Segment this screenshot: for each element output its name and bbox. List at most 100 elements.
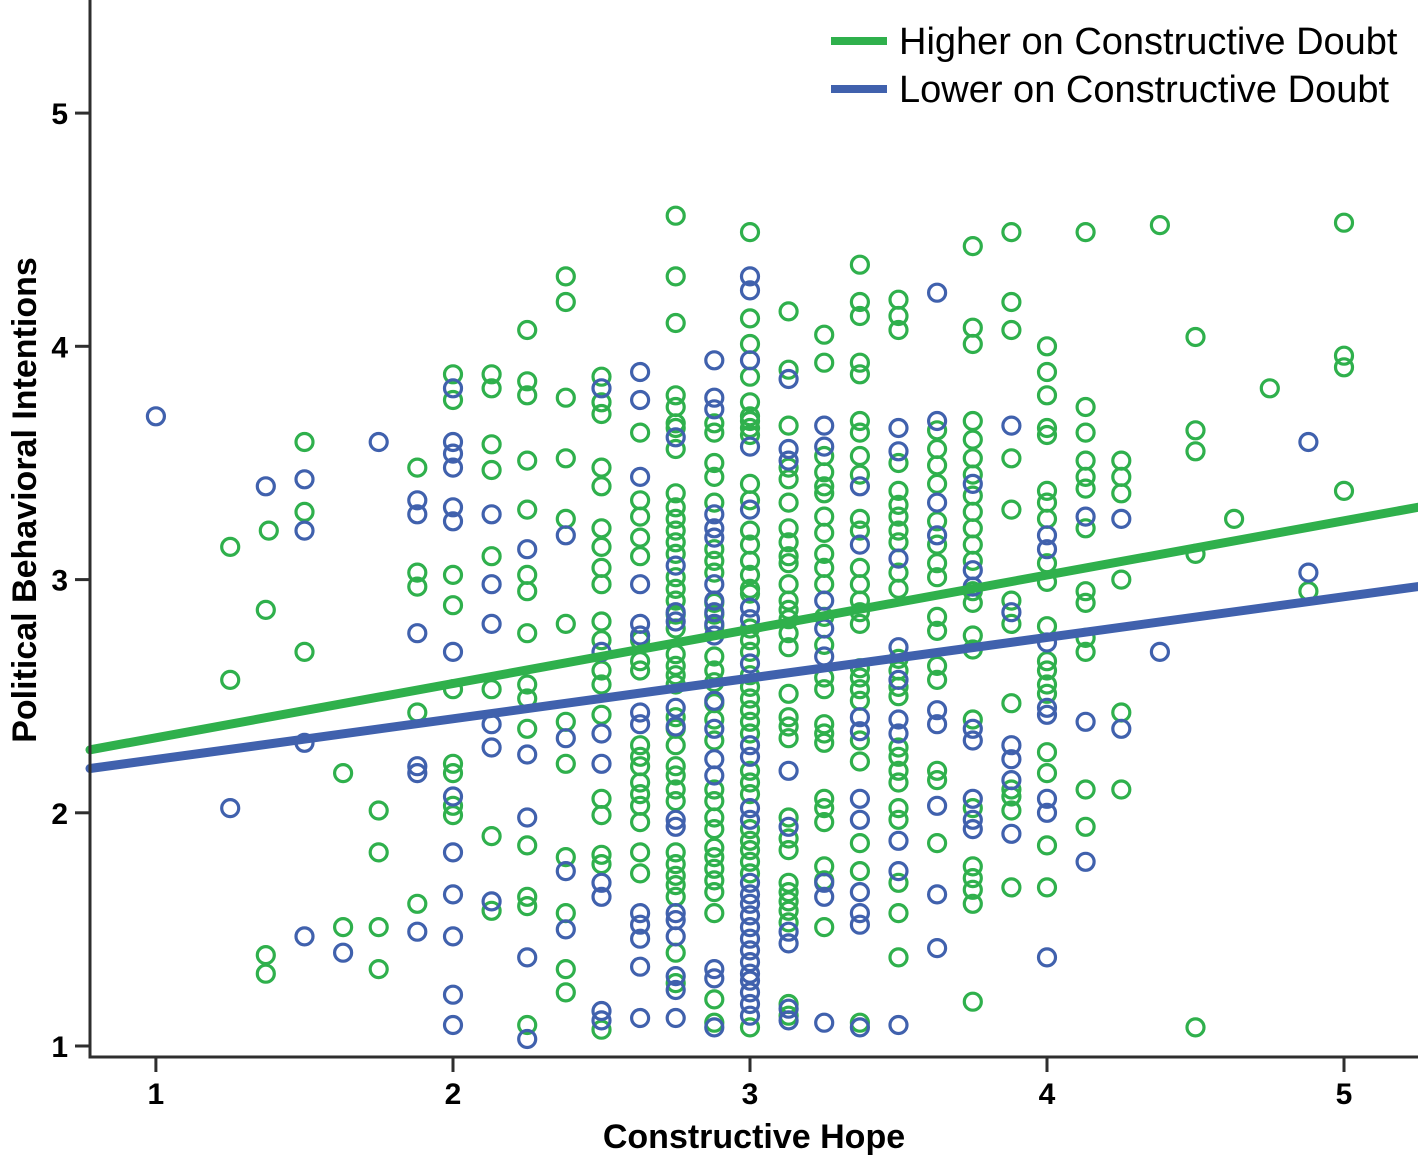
data-point-higher — [926, 553, 948, 574]
y-tick-label: 4 — [51, 331, 68, 364]
data-point-higher — [888, 532, 909, 553]
data-point-lower — [407, 504, 428, 525]
data-point-lower — [888, 417, 909, 439]
data-point-lower — [665, 716, 686, 737]
data-point-lower — [442, 984, 464, 1005]
data-point-higher — [517, 499, 538, 520]
data-point-higher — [739, 564, 761, 586]
data-point-lower — [704, 690, 725, 711]
data-point-higher — [739, 417, 761, 439]
data-point-higher — [1036, 508, 1058, 530]
data-point-lower — [739, 940, 761, 961]
data-point-higher — [849, 860, 871, 882]
data-point-lower — [704, 387, 725, 408]
trend-line-higher — [85, 502, 1418, 755]
data-point-higher — [1001, 877, 1022, 898]
data-point-higher — [926, 760, 948, 781]
data-point-lower — [665, 979, 686, 1001]
data-point-higher — [555, 902, 576, 924]
data-point-higher — [1036, 683, 1058, 704]
data-point-lower — [1298, 431, 1319, 453]
data-point-higher — [481, 434, 502, 455]
data-point-lower — [849, 881, 871, 903]
data-point-higher — [814, 732, 835, 753]
data-point-lower — [739, 982, 761, 1003]
data-point-higher — [704, 818, 725, 840]
data-point-higher — [778, 683, 799, 704]
data-point-higher — [517, 319, 538, 341]
data-point-higher — [368, 916, 389, 938]
data-point-higher — [665, 417, 686, 439]
data-point-higher — [1001, 779, 1022, 800]
data-point-lower — [704, 574, 725, 595]
data-point-higher — [926, 769, 948, 791]
data-point-higher — [407, 457, 428, 478]
data-point-lower — [442, 431, 464, 453]
data-point-higher — [778, 532, 799, 553]
data-point-lower — [665, 602, 686, 623]
data-point-lower — [739, 436, 761, 457]
data-point-higher — [555, 448, 576, 469]
data-point-lower — [1001, 735, 1022, 756]
data-point-higher — [368, 842, 389, 863]
data-point-higher — [778, 415, 799, 436]
data-point-lower — [962, 818, 983, 840]
data-point-lower — [629, 956, 651, 977]
data-point-higher — [778, 574, 799, 595]
data-point-higher — [814, 352, 835, 373]
data-point-lower — [442, 641, 464, 663]
data-point-higher — [888, 319, 909, 341]
data-point-higher — [1036, 424, 1058, 446]
data-point-higher — [888, 578, 909, 600]
data-point-higher — [888, 676, 909, 698]
x-tick-label: 3 — [742, 1078, 759, 1111]
data-point-lower — [629, 625, 651, 646]
data-point-lower — [629, 714, 651, 735]
data-point-lower — [888, 860, 909, 882]
data-point-lower — [555, 728, 576, 749]
data-point-higher — [926, 832, 948, 854]
data-point-higher — [778, 828, 799, 849]
data-point-higher — [591, 476, 612, 497]
y-tick-label: 2 — [51, 798, 68, 831]
data-point-higher — [1001, 448, 1022, 469]
data-point-higher — [629, 772, 651, 793]
data-point-lower — [442, 1014, 464, 1036]
data-point-lower — [814, 618, 835, 639]
data-point-lower — [368, 431, 389, 453]
data-point-higher — [1111, 483, 1132, 504]
data-point-higher — [926, 534, 948, 555]
data-point-higher — [333, 916, 354, 938]
data-point-lower — [704, 518, 725, 539]
data-point-higher — [962, 518, 983, 539]
x-axis-title: Constructive Hope — [603, 1118, 905, 1156]
trend-lines — [85, 502, 1418, 773]
data-point-higher — [849, 464, 871, 485]
data-point-higher — [704, 858, 725, 879]
data-point-lower — [739, 905, 761, 926]
data-point-higher — [849, 520, 871, 541]
data-point-lower — [481, 504, 502, 525]
data-point-lower — [739, 499, 761, 520]
data-point-higher — [665, 779, 686, 800]
data-point-higher — [778, 707, 799, 728]
data-point-higher — [1111, 702, 1132, 723]
data-point-higher — [739, 550, 761, 572]
data-point-higher — [1036, 651, 1058, 672]
data-point-lower — [1036, 525, 1058, 546]
data-point-higher — [1001, 222, 1022, 243]
data-point-higher — [1075, 222, 1096, 243]
data-point-lower — [407, 623, 428, 644]
data-point-lower — [926, 525, 948, 546]
data-point-higher — [517, 385, 538, 406]
data-point-higher — [591, 366, 612, 387]
data-point-higher — [814, 723, 835, 744]
data-point-higher — [591, 557, 612, 579]
data-point-lower — [591, 753, 612, 774]
data-point-higher — [704, 452, 725, 474]
data-point-higher — [665, 865, 686, 886]
y-tick-label: 3 — [51, 565, 68, 598]
data-point-higher — [704, 807, 725, 828]
data-point-lower — [629, 1007, 651, 1029]
